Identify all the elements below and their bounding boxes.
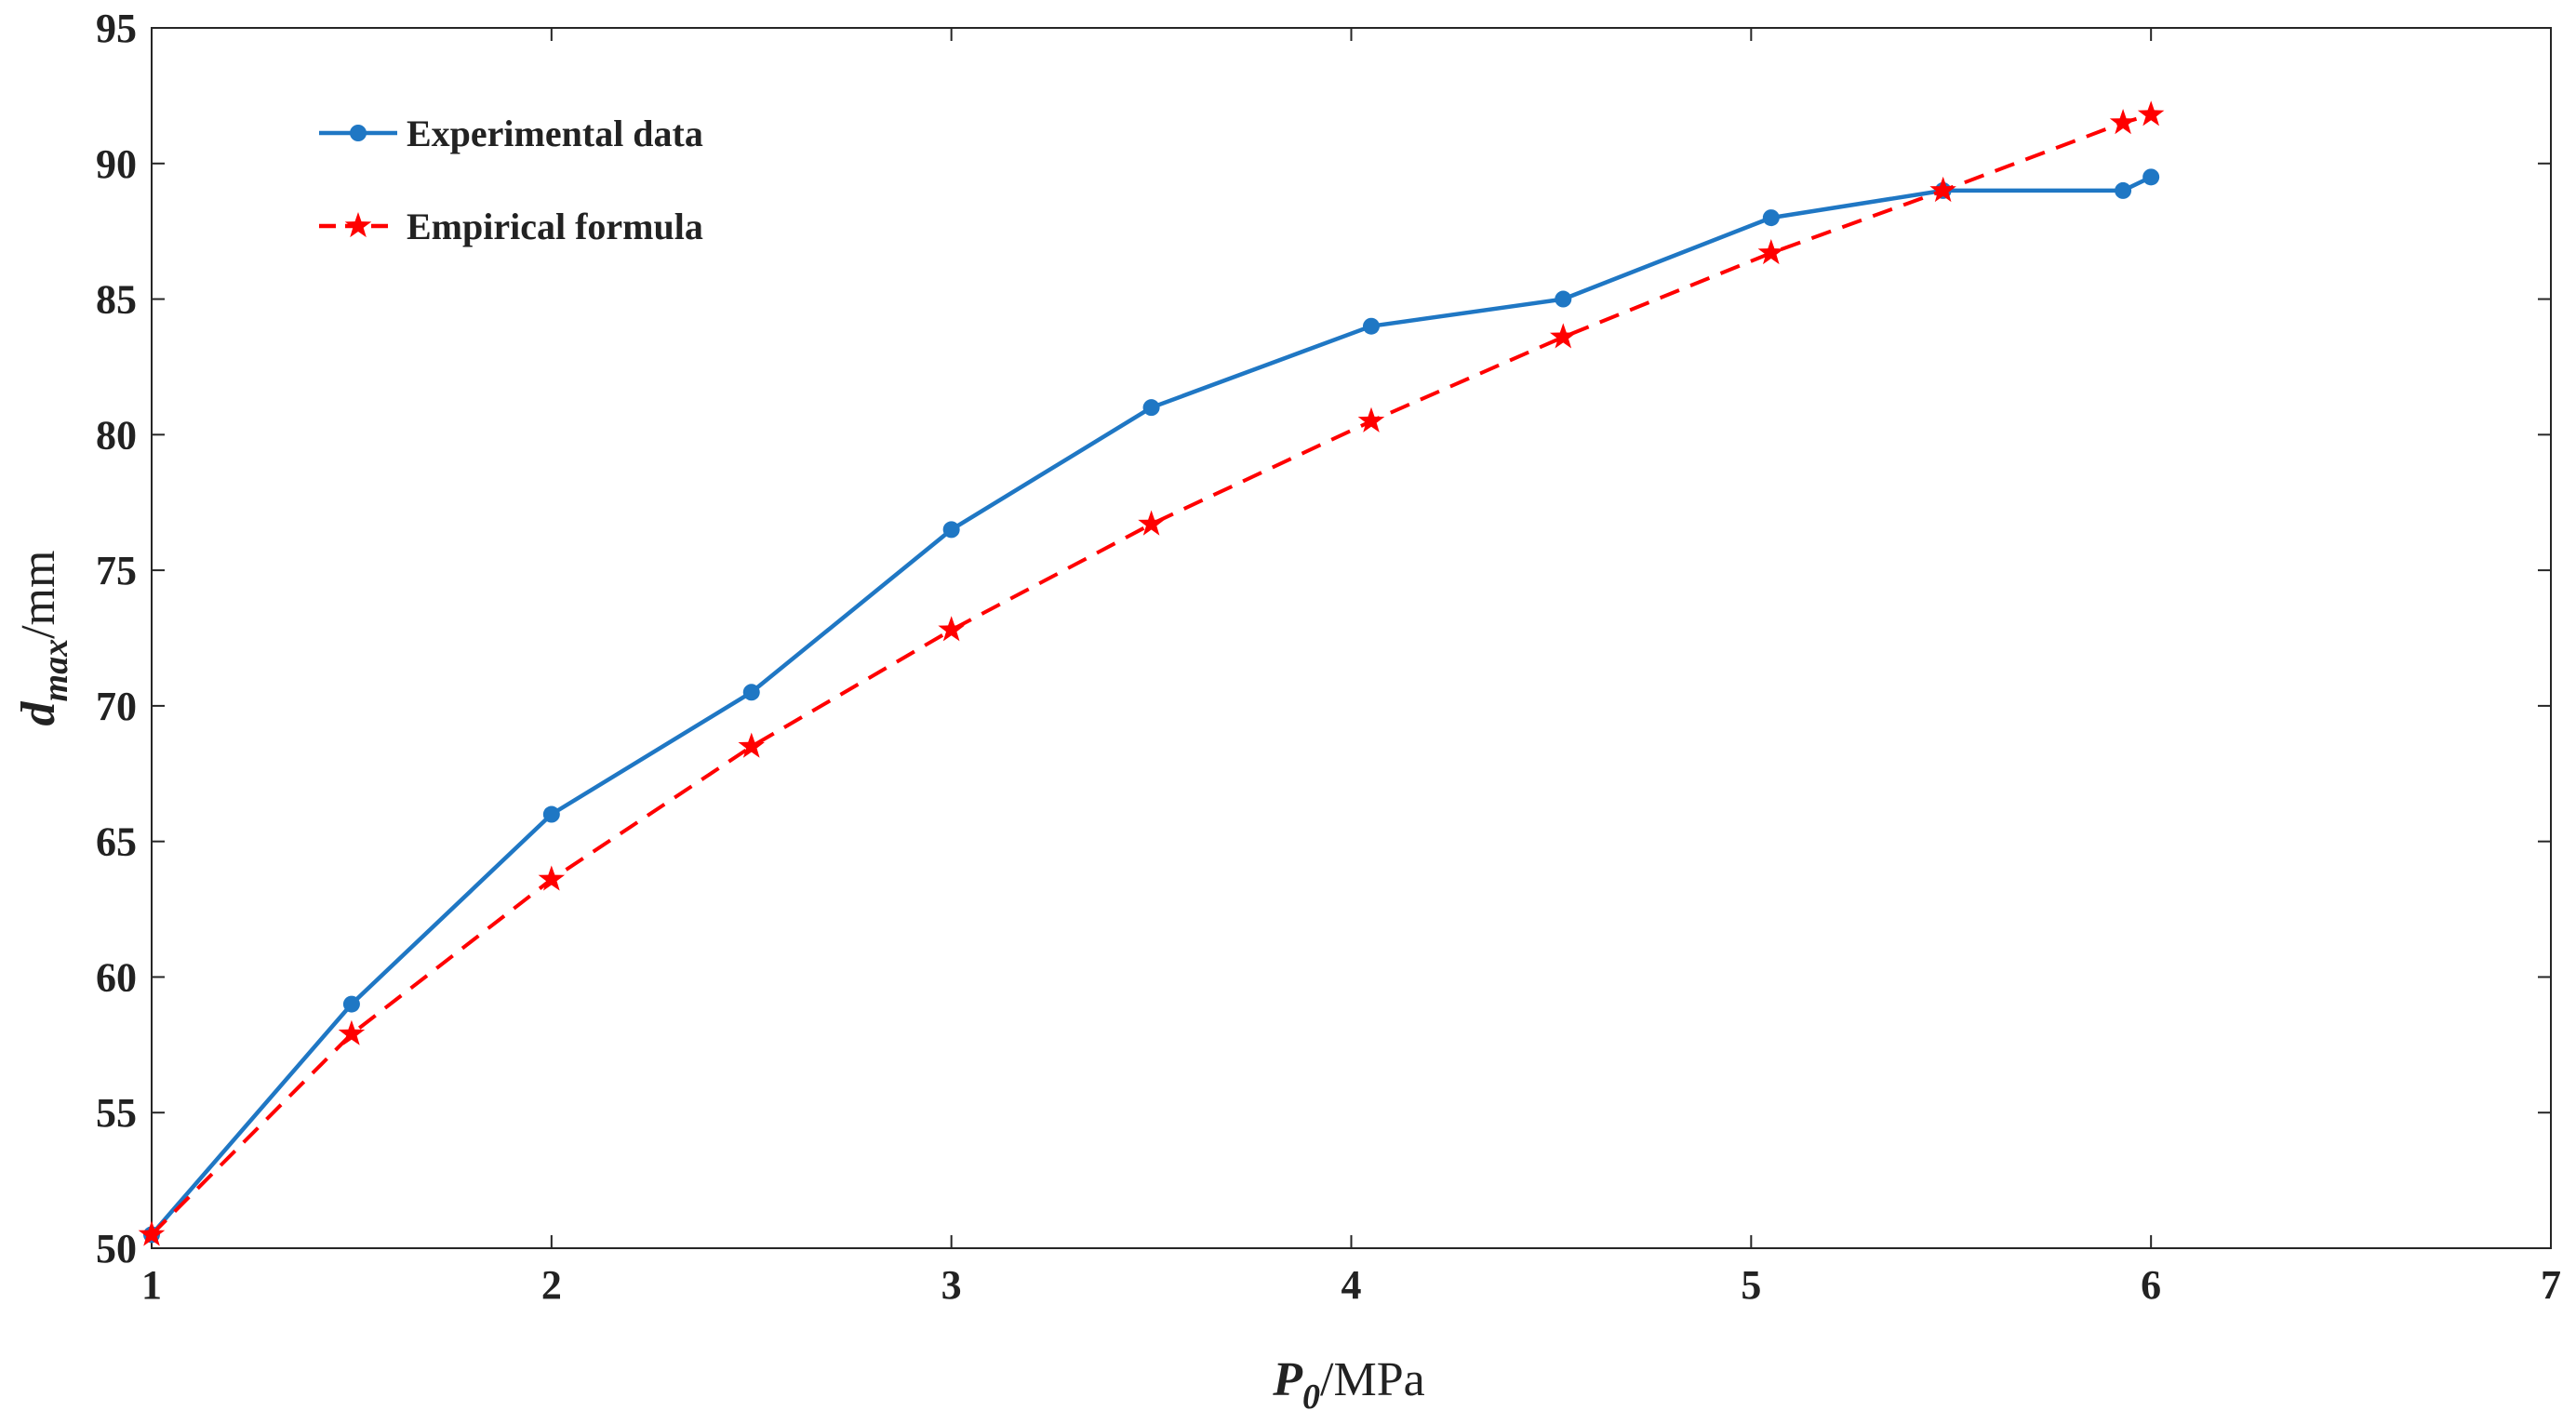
legend-label: Empirical formula (407, 206, 703, 247)
series-0 (143, 168, 2160, 1244)
data-point (1142, 399, 1160, 417)
legend: Experimental data Empirical formula (319, 113, 703, 247)
legend-marker (350, 125, 367, 141)
x-tick-label: 7 (2541, 1262, 2561, 1308)
y-tick-label: 55 (96, 1090, 137, 1136)
y-tick-label: 95 (96, 6, 137, 51)
y-axis-unit: /mm (12, 551, 65, 639)
y-axis-title: dmax/mm (12, 551, 75, 726)
data-point-star (138, 1220, 166, 1246)
x-tick-label: 3 (941, 1262, 962, 1308)
legend-marker-star (344, 212, 372, 238)
data-point-star (1757, 239, 1785, 265)
data-point (2115, 181, 2132, 199)
series-1 (138, 100, 2165, 1246)
series-line (150, 175, 2153, 1236)
y-tick-label: 50 (96, 1226, 137, 1271)
plot-area (151, 27, 2552, 1249)
y-tick-label: 80 (96, 412, 137, 458)
data-point-star (1138, 510, 1165, 536)
data-point-star (2137, 100, 2165, 126)
y-tick-label: 90 (96, 141, 137, 187)
y-tick-label: 65 (96, 819, 137, 865)
data-point-star (1357, 406, 1385, 433)
data-point (2142, 168, 2160, 186)
y-tick-label: 85 (96, 277, 137, 323)
data-point-star (2109, 109, 2137, 135)
x-tick-label: 2 (541, 1262, 562, 1308)
y-axis-subscript: max (36, 639, 75, 702)
x-axis-title: P0/MPa (1272, 1353, 1424, 1417)
x-tick-label: 4 (1341, 1262, 1362, 1308)
data-point (942, 521, 960, 539)
data-point (742, 684, 760, 701)
data-point (1555, 290, 1572, 308)
axis-ticks: 1 2 3 4 5 6 7 50 55 60 65 70 75 80 85 90 95 (96, 6, 2561, 1308)
y-tick-label: 60 (96, 954, 137, 1000)
data-point-star (538, 865, 566, 891)
y-tick-label: 75 (96, 548, 137, 593)
data-point-star (938, 616, 965, 642)
x-axis-subscript: 0 (1302, 1377, 1320, 1417)
data-point (342, 995, 360, 1013)
x-tick-label: 1 (141, 1262, 162, 1308)
data-point-star (338, 1019, 366, 1045)
data-point-star (1550, 323, 1577, 349)
data-point (1362, 317, 1380, 335)
data-point-star (1929, 176, 1956, 203)
data-point (1762, 209, 1780, 227)
x-axis-symbol: P (1272, 1353, 1303, 1406)
y-tick-label: 70 (96, 684, 137, 729)
x-axis-unit: /MPa (1320, 1353, 1425, 1406)
legend-label: Experimental data (407, 113, 703, 154)
series-line (150, 113, 2152, 1236)
y-axis-symbol: d (12, 700, 65, 725)
x-tick-label: 6 (2141, 1262, 2161, 1308)
series-layer (138, 100, 2165, 1246)
data-point-star (738, 732, 765, 758)
x-tick-label: 5 (1741, 1262, 1761, 1308)
data-point (542, 805, 560, 823)
